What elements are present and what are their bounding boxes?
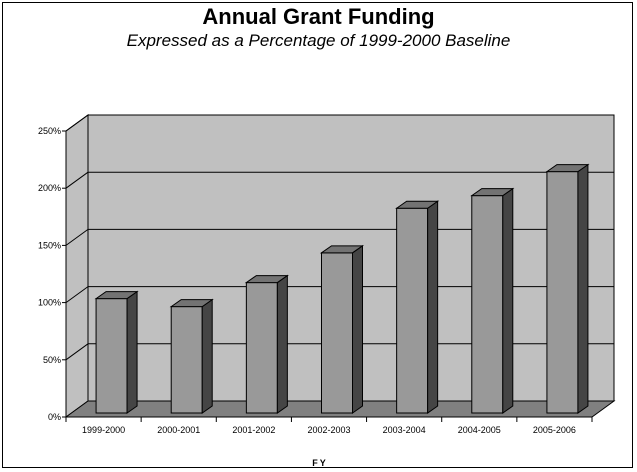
bar: [395, 200, 440, 414]
bar-side: [126, 290, 138, 414]
chart-subtitle: Expressed as a Percentage of 1999-2000 B…: [126, 31, 511, 50]
x-tick-label: 2005-2006: [533, 425, 576, 435]
bar-top: [169, 299, 214, 308]
y-tick-label: 250%: [38, 126, 61, 136]
bar-front: [396, 207, 429, 414]
x-tick-label: 2001-2002: [232, 425, 275, 435]
bar-front: [321, 252, 353, 414]
gridline-side: [65, 171, 89, 189]
bar-front: [95, 298, 128, 414]
gridline-side: [65, 228, 89, 246]
gridline-side: [65, 343, 89, 361]
x-axis-label: FY: [312, 458, 328, 468]
side-wall: [65, 114, 89, 418]
x-tick-label: 2003-2004: [383, 425, 426, 435]
bar: [545, 163, 590, 414]
bar-top: [395, 200, 440, 209]
x-tick-label: 2002-2003: [307, 425, 350, 435]
bar: [244, 274, 289, 414]
bar-top: [470, 188, 515, 197]
bar-top: [94, 291, 139, 300]
y-tick-label: 200%: [38, 183, 61, 193]
x-tick-label: 1999-2000: [82, 425, 125, 435]
bar-front: [245, 282, 278, 414]
bar-side: [427, 200, 439, 414]
y-tick-label: 150%: [38, 240, 61, 250]
bar-front: [471, 195, 504, 414]
bar-side: [352, 244, 363, 414]
bar: [94, 290, 139, 414]
bar-front: [546, 171, 579, 414]
gridline-side: [65, 114, 89, 132]
x-tick-label: 2004-2005: [458, 425, 501, 435]
y-tick-label: 50%: [43, 355, 61, 365]
bar-top: [244, 275, 289, 284]
bar-side: [577, 163, 589, 414]
gridline-side: [65, 286, 89, 304]
bar-side: [502, 187, 514, 414]
y-tick-label: 100%: [38, 298, 61, 308]
bar: [169, 298, 214, 414]
y-tick-label: 0%: [48, 412, 61, 422]
bar-front: [170, 306, 203, 414]
bar-top: [545, 164, 590, 173]
x-tick-label: 2000-2001: [157, 425, 200, 435]
bar: [470, 187, 515, 414]
bar: [319, 244, 365, 414]
bar-side: [276, 274, 288, 414]
chart-title: Annual Grant Funding: [202, 4, 435, 29]
bar-top: [319, 245, 365, 254]
bar-side: [201, 298, 213, 414]
